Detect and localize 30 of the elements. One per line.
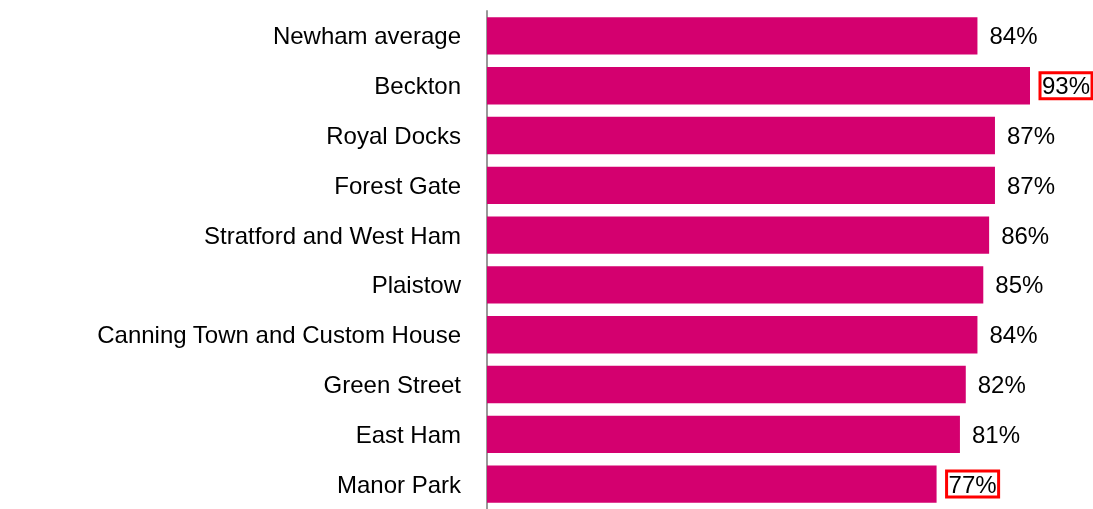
bar xyxy=(487,17,978,55)
data-label: 87% xyxy=(1006,171,1056,199)
data-label: 86% xyxy=(1001,221,1050,249)
bar xyxy=(487,415,960,453)
data-label: 87% xyxy=(1006,122,1056,149)
y-tick-label: Forest Gate xyxy=(334,171,461,199)
data-label: 85% xyxy=(995,271,1044,299)
data-label: 77% xyxy=(948,470,997,498)
data-label: 84% xyxy=(989,321,1038,349)
data-label: 81% xyxy=(971,420,1020,448)
y-tick-label: East Ham xyxy=(355,420,461,448)
bar xyxy=(487,316,978,354)
bar xyxy=(487,116,995,155)
bar xyxy=(487,216,990,254)
y-tick-label: Green Street xyxy=(323,371,462,398)
bar xyxy=(487,266,984,304)
y-tick-label: Manor Park xyxy=(336,470,462,498)
y-tick-label: Royal Docks xyxy=(326,122,461,149)
y-tick-label: Canning Town and Custom House xyxy=(97,321,461,349)
y-tick-label: Plaistow xyxy=(371,271,462,299)
bar xyxy=(487,166,995,204)
bar xyxy=(487,365,966,404)
y-tick-label: Stratford and West Ham xyxy=(204,221,461,249)
bar xyxy=(487,465,937,503)
bar xyxy=(487,67,1030,105)
y-tick-label: Newham average xyxy=(272,22,461,50)
data-label: 82% xyxy=(977,371,1026,398)
data-label: 84% xyxy=(989,22,1038,50)
data-label: 93% xyxy=(1042,72,1091,100)
y-tick-label: Beckton xyxy=(374,72,461,100)
